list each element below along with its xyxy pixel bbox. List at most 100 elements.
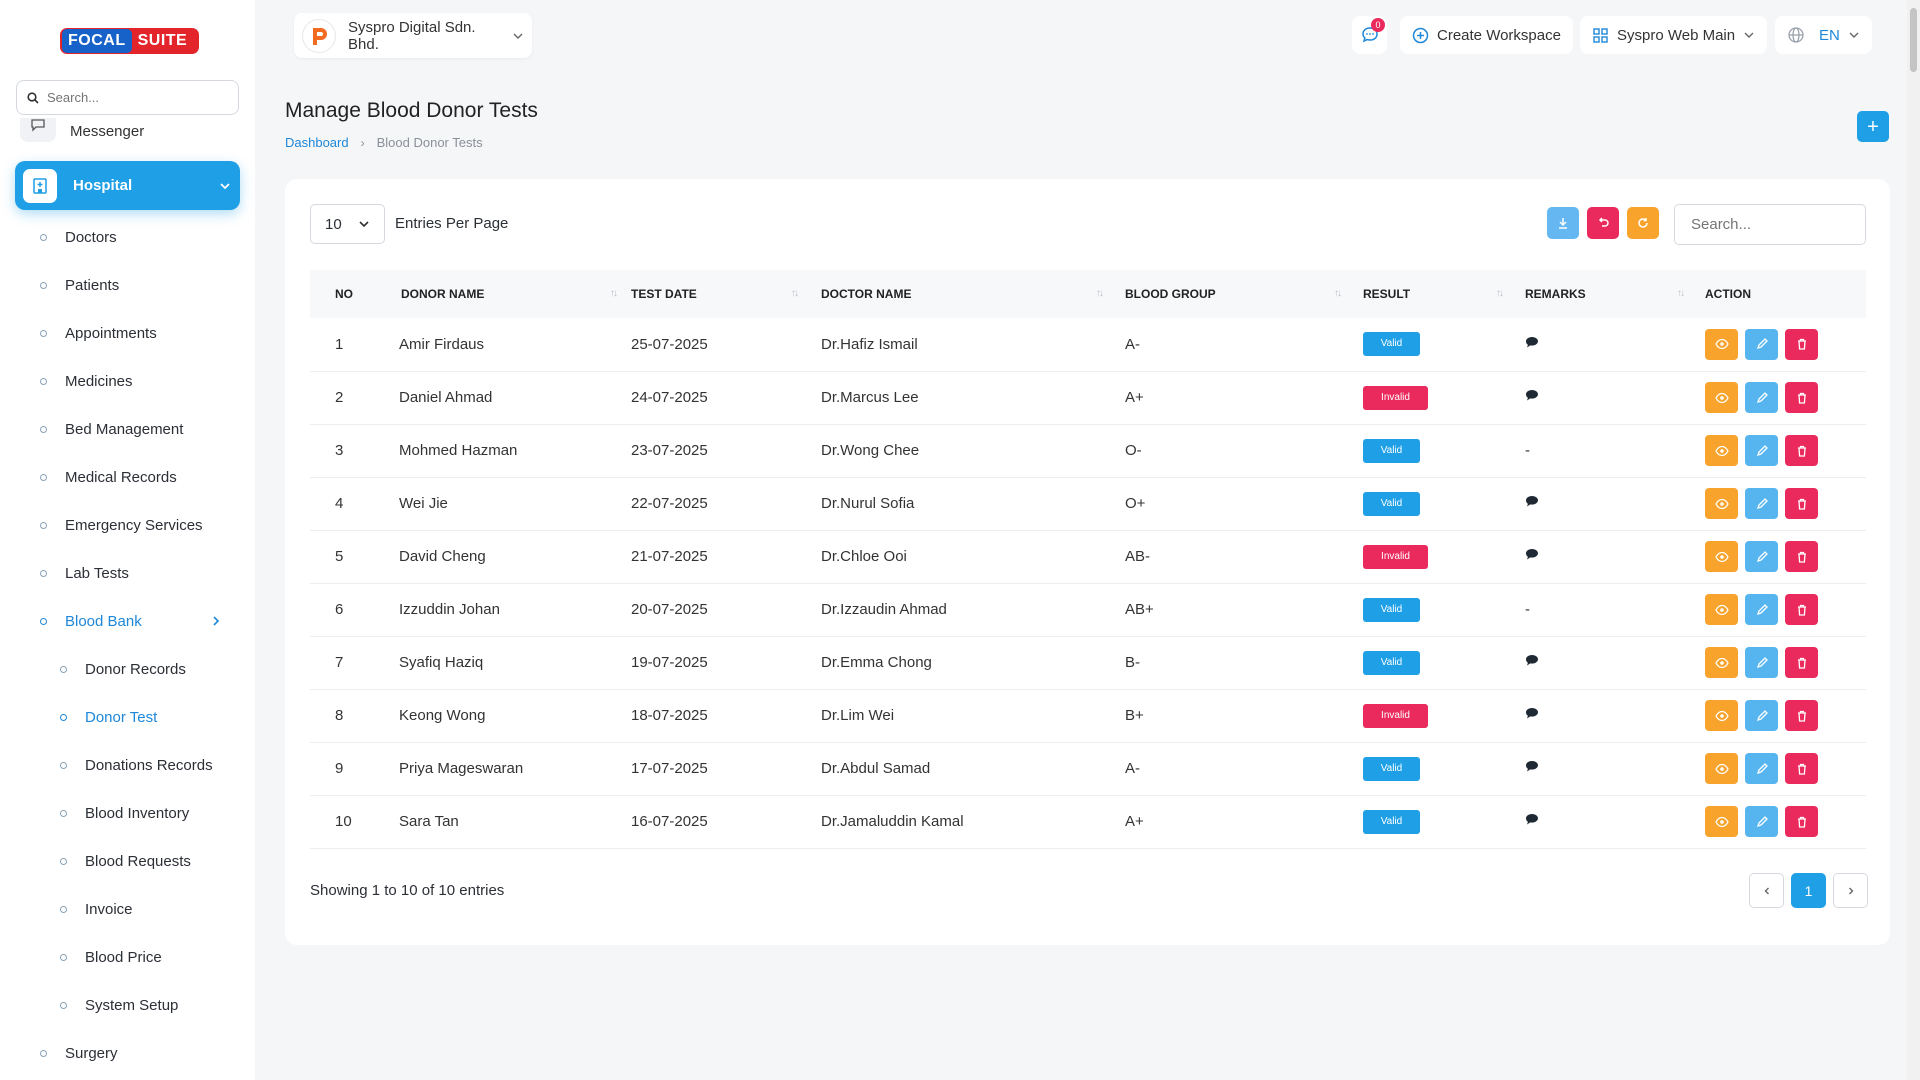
cell-doctor-name: Dr.Emma Chong (821, 654, 932, 671)
remark-icon[interactable] (1525, 813, 1539, 826)
column-header-doctor-name[interactable]: DOCTOR NAME ↑↓ (821, 270, 1125, 318)
next-page-button[interactable] (1833, 873, 1868, 908)
trash-icon (1795, 815, 1809, 829)
view-button[interactable] (1705, 541, 1738, 572)
cell-doctor-name: Dr.Jamaluddin Kamal (821, 813, 964, 830)
entries-per-page-select[interactable]: 10 (310, 204, 385, 244)
delete-button[interactable] (1785, 382, 1818, 413)
column-header-no[interactable]: NO (335, 287, 353, 301)
previous-page-button[interactable] (1749, 873, 1784, 908)
create-workspace-button[interactable]: Create Workspace (1400, 16, 1573, 54)
remark-icon[interactable] (1525, 707, 1539, 720)
sidebar-item-donor-test[interactable]: Donor Test (60, 705, 157, 729)
page-button-current[interactable]: 1 (1791, 873, 1826, 908)
messages-button[interactable]: 0 (1352, 16, 1387, 54)
focal-suite-logo[interactable]: FOCAL SUITE (60, 28, 200, 54)
delete-button[interactable] (1785, 328, 1818, 360)
delete-button[interactable] (1785, 700, 1818, 731)
remark-icon[interactable] (1525, 760, 1539, 773)
company-switcher[interactable]: Syspro Digital Sdn. Bhd. (294, 13, 532, 58)
reset-button[interactable] (1587, 207, 1619, 239)
scrollbar-thumb[interactable] (1910, 8, 1917, 72)
sidebar-search[interactable] (16, 80, 239, 115)
edit-button[interactable] (1745, 435, 1778, 466)
sidebar-item-invoice[interactable]: Invoice (60, 897, 133, 921)
notification-badge: 0 (1371, 18, 1385, 32)
view-button[interactable] (1705, 328, 1738, 360)
remark-icon[interactable] (1525, 548, 1539, 561)
delete-button[interactable] (1785, 647, 1818, 678)
cell-actions (1705, 636, 1866, 689)
export-button[interactable] (1547, 207, 1579, 239)
sidebar-item-blood-inventory[interactable]: Blood Inventory (60, 801, 189, 825)
edit-button[interactable] (1745, 594, 1778, 625)
edit-button[interactable] (1745, 382, 1778, 413)
remark-icon[interactable] (1525, 654, 1539, 667)
view-button[interactable] (1705, 435, 1738, 466)
delete-button[interactable] (1785, 753, 1818, 784)
sidebar-item-surgery[interactable]: Surgery (40, 1041, 118, 1065)
breadcrumb-dashboard[interactable]: Dashboard (285, 135, 349, 150)
view-button[interactable] (1705, 647, 1738, 678)
table-row: 3 Mohmed Hazman 23-07-2025 Dr.Wong Chee O- Va… (310, 424, 1866, 477)
delete-button[interactable] (1785, 806, 1818, 837)
view-button[interactable] (1705, 806, 1738, 837)
edit-button[interactable] (1745, 541, 1778, 572)
sidebar-item-messenger[interactable]: Messenger (20, 118, 144, 142)
sidebar-item-system-setup[interactable]: System Setup (60, 993, 178, 1017)
language-switcher[interactable]: EN (1775, 16, 1872, 54)
sidebar-item-medicines[interactable]: Medicines (40, 369, 133, 393)
sidebar-item-emergency-services[interactable]: Emergency Services (40, 513, 203, 537)
sidebar-item-blood-requests[interactable]: Blood Requests (60, 849, 191, 873)
sidebar-item-appointments[interactable]: Appointments (40, 321, 157, 345)
view-button[interactable] (1705, 594, 1738, 625)
page-title: Manage Blood Donor Tests (285, 99, 538, 122)
table-search-input[interactable] (1674, 204, 1866, 245)
sidebar-item-doctors[interactable]: Doctors (40, 225, 117, 249)
column-header-blood-group[interactable]: BLOOD GROUP ↑↓ (1125, 270, 1363, 318)
refresh-button[interactable] (1627, 207, 1659, 239)
sidebar-item-hospital[interactable]: Hospital (15, 161, 240, 210)
sidebar-item-donor-records[interactable]: Donor Records (60, 657, 186, 681)
cell-result: Valid (1363, 424, 1525, 477)
sidebar-item-lab-tests[interactable]: Lab Tests (40, 561, 129, 585)
sidebar-item-patients[interactable]: Patients (40, 273, 119, 297)
delete-button[interactable] (1785, 435, 1818, 466)
column-header-remarks[interactable]: REMARKS ↑↓ (1525, 270, 1705, 318)
trash-icon (1795, 444, 1809, 458)
sidebar-item-medical-records[interactable]: Medical Records (40, 465, 177, 489)
view-button[interactable] (1705, 700, 1738, 731)
trash-icon (1795, 497, 1809, 511)
column-header-test-date[interactable]: TEST DATE ↑↓ (631, 270, 821, 318)
workspace-switcher[interactable]: Syspro Web Main (1580, 16, 1768, 54)
edit-button[interactable] (1745, 647, 1778, 678)
edit-button[interactable] (1745, 753, 1778, 784)
column-header-result[interactable]: RESULT ↑↓ (1363, 270, 1525, 318)
delete-button[interactable] (1785, 594, 1818, 625)
result-badge: Invalid (1363, 385, 1428, 410)
view-button[interactable] (1705, 488, 1738, 519)
remark-icon[interactable] (1525, 336, 1539, 349)
view-button[interactable] (1705, 382, 1738, 413)
sidebar-item-blood-bank[interactable]: Blood Bank (40, 609, 230, 633)
sidebar-item-donations-records[interactable]: Donations Records (60, 753, 213, 777)
edit-button[interactable] (1745, 700, 1778, 731)
page-scrollbar[interactable] (1907, 0, 1920, 1080)
cell-test-date: 16-07-2025 (631, 813, 708, 830)
sidebar-item-blood-price[interactable]: Blood Price (60, 945, 162, 969)
cell-actions (1705, 795, 1866, 848)
column-header-donor-name[interactable]: DONOR NAME ↑↓ (399, 270, 631, 318)
add-button[interactable]: + (1857, 111, 1889, 142)
remark-icon[interactable] (1525, 495, 1539, 508)
remark-icon[interactable] (1525, 389, 1539, 402)
delete-button[interactable] (1785, 488, 1818, 519)
edit-button[interactable] (1745, 806, 1778, 837)
edit-button[interactable] (1745, 328, 1778, 360)
trash-icon (1795, 603, 1809, 617)
sidebar-search-input[interactable] (47, 90, 227, 105)
view-button[interactable] (1705, 753, 1738, 784)
sidebar-item-bed-management[interactable]: Bed Management (40, 417, 183, 441)
delete-button[interactable] (1785, 541, 1818, 572)
edit-button[interactable] (1745, 488, 1778, 519)
sidebar-item-label: Messenger (70, 123, 145, 140)
